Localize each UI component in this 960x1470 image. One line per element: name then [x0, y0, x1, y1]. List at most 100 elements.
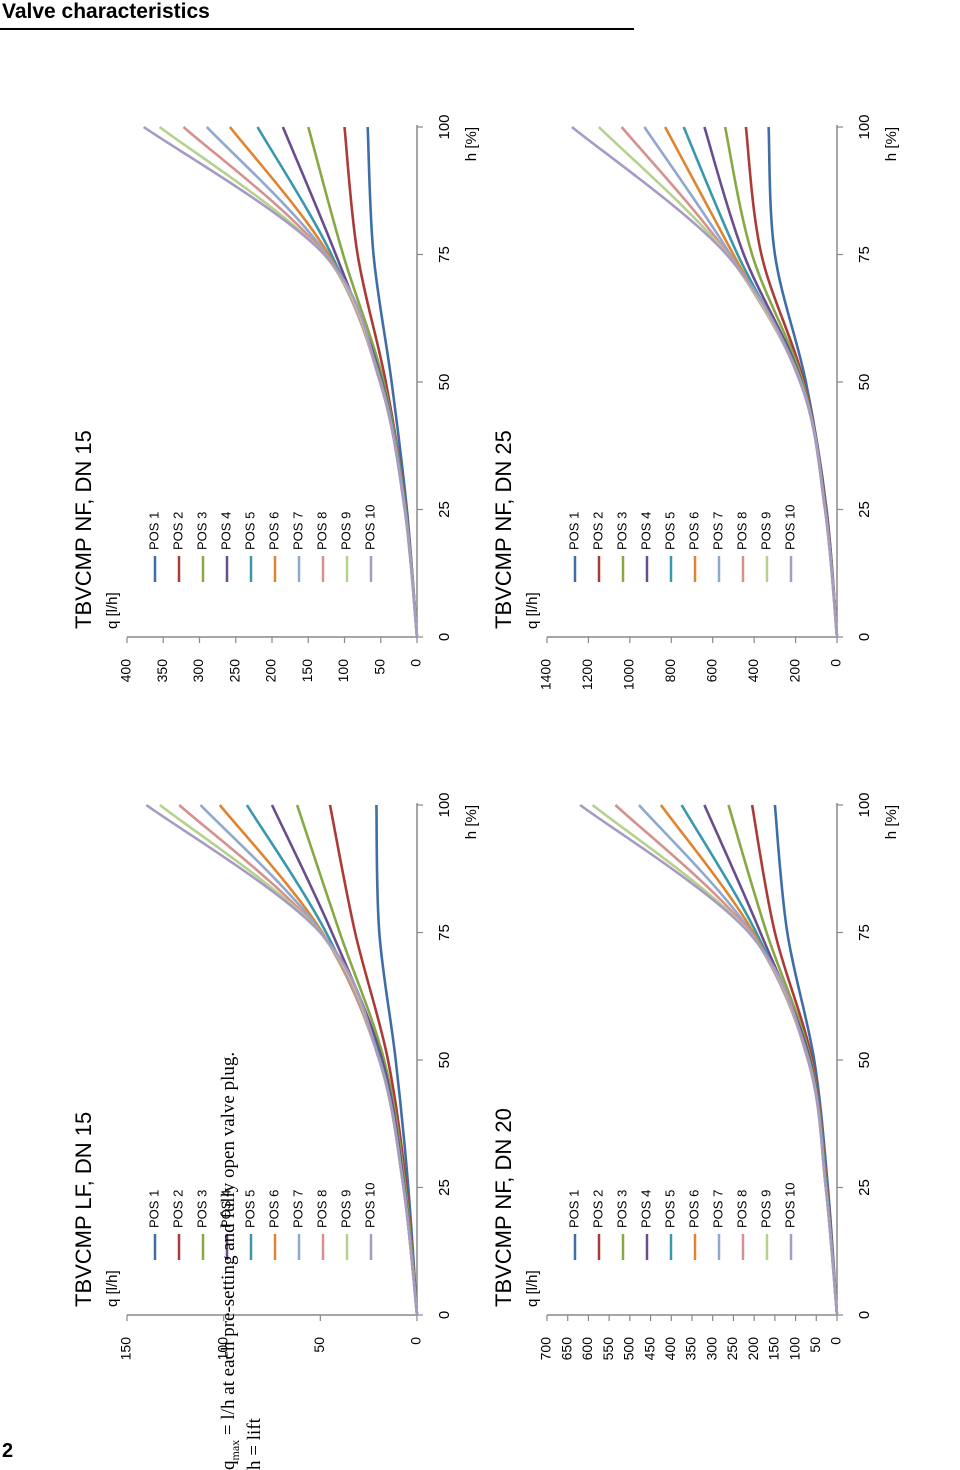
legend-label: POS 2 — [170, 1190, 185, 1228]
footnote-qmax: qmax = l/h at each pre-setting and fully… — [218, 1052, 243, 1470]
y-tick-label: 300 — [190, 659, 206, 683]
page-header-title: Valve characteristics — [2, 0, 210, 23]
x-tick-label: 75 — [856, 246, 873, 263]
y-tick-label: 50 — [807, 1337, 823, 1353]
footnotes: qmax = l/h at each pre-setting and fully… — [210, 1052, 550, 1470]
legend-label: POS 2 — [170, 512, 185, 550]
legend-label: POS 1 — [146, 1190, 161, 1228]
y-tick-label: 350 — [154, 659, 170, 683]
x-tick-label: 100 — [856, 114, 873, 139]
series-line-pos10 — [571, 125, 839, 638]
x-tick-label: 75 — [856, 924, 873, 941]
y-tick-label: 200 — [263, 659, 279, 683]
x-tick-label: 75 — [436, 246, 453, 263]
x-tick-label: 100 — [856, 792, 873, 817]
legend-label: POS 8 — [734, 512, 749, 550]
chart-title: TBVCMP LF, DN 15 — [71, 1112, 96, 1307]
x-axis-label: h [%] — [463, 127, 480, 161]
series-line-pos9 — [591, 803, 839, 1316]
y-tick-label: 50 — [371, 659, 387, 675]
y-tick-label: 400 — [662, 1337, 678, 1361]
legend-label: POS 5 — [242, 512, 257, 550]
legend-label: POS 3 — [194, 512, 209, 550]
y-tick-label: 400 — [745, 659, 761, 683]
legend-label: POS 10 — [362, 1182, 377, 1228]
legend-label: POS 1 — [566, 1190, 581, 1228]
legend-label: POS 3 — [614, 1190, 629, 1228]
x-tick-label: 25 — [856, 1179, 873, 1196]
y-tick-label: 650 — [558, 1337, 574, 1361]
page-number: 2 — [2, 1440, 14, 1462]
legend-label: POS 1 — [146, 512, 161, 550]
series-line-pos6 — [663, 126, 839, 638]
chart-title: TBVCMP NF, DN 25 — [491, 430, 516, 629]
y-tick-label: 0 — [408, 659, 424, 667]
legend-label: POS 5 — [662, 512, 677, 550]
series-line-pos10 — [145, 803, 419, 1316]
y-tick-label: 50 — [311, 1337, 327, 1353]
chart-title: TBVCMP NF, DN 20 — [491, 1108, 516, 1307]
legend-label: POS 1 — [566, 512, 581, 550]
y-tick-label: 300 — [703, 1337, 719, 1361]
x-tick-label: 50 — [436, 1052, 453, 1069]
footnote-qmax-subscript: max — [227, 1439, 242, 1461]
y-axis-label: q [l/h] — [524, 1270, 541, 1307]
chart-2: 0 25 50 75 100 0 50 100 150 200 250 300 350 400 TBVCMP… — [71, 114, 480, 682]
series-line-pos4 — [703, 804, 839, 1316]
x-tick-label: 0 — [436, 633, 453, 641]
legend-label: POS 9 — [338, 1190, 353, 1228]
y-tick-label: 100 — [335, 659, 351, 683]
legend-label: POS 10 — [782, 1182, 797, 1228]
legend-label: POS 10 — [782, 504, 797, 550]
footnote-qmax-text: = l/h at each pre-setting and fully open… — [218, 1051, 239, 1436]
legend-label: POS 5 — [662, 1190, 677, 1228]
x-axis-label: h [%] — [883, 127, 900, 161]
x-tick-label: 50 — [436, 374, 453, 391]
series-line-pos1 — [773, 804, 839, 1316]
y-tick-label: 100 — [786, 1337, 802, 1361]
x-tick-label: 25 — [436, 501, 453, 518]
legend-label: POS 6 — [266, 512, 281, 550]
y-tick-label: 350 — [683, 1337, 699, 1361]
x-tick-label: 50 — [856, 1052, 873, 1069]
x-tick-label: 0 — [856, 1311, 873, 1319]
x-tick-label: 75 — [436, 924, 453, 941]
page-header: Valve characteristics — [0, 0, 634, 30]
y-tick-label: 150 — [118, 1337, 134, 1361]
legend-label: POS 4 — [218, 1190, 233, 1228]
y-tick-label: 550 — [600, 1337, 616, 1361]
legend-label: POS 10 — [362, 504, 377, 550]
y-tick-label: 600 — [579, 1337, 595, 1361]
series-line-pos10 — [142, 125, 419, 638]
series-line-pos3 — [307, 126, 419, 638]
series-line-pos9 — [158, 125, 419, 638]
legend-label: POS 5 — [242, 1190, 257, 1228]
series-line-pos2 — [750, 804, 839, 1316]
y-tick-label: 700 — [538, 1337, 554, 1361]
x-tick-label: 50 — [856, 374, 873, 391]
series-line-pos5 — [256, 126, 419, 638]
legend-label: POS 2 — [590, 1190, 605, 1228]
x-tick-label: 0 — [436, 1311, 453, 1319]
footnote-qmax-symbol: q — [218, 1460, 239, 1470]
chart-4: 02550751000200400600800100012001400TBVCM… — [491, 114, 900, 690]
x-axis-label: h [%] — [883, 805, 900, 839]
y-tick-label: 0 — [828, 1337, 844, 1345]
legend-label: POS 4 — [218, 512, 233, 550]
series-line-pos3 — [727, 804, 839, 1316]
series-line-pos2 — [328, 804, 419, 1316]
y-tick-label: 1400 — [538, 659, 554, 690]
y-tick-label: 600 — [703, 659, 719, 683]
y-tick-label: 0 — [828, 659, 844, 667]
x-axis-label: h [%] — [463, 805, 480, 839]
legend-label: POS 6 — [686, 1190, 701, 1228]
y-tick-label: 150 — [766, 1337, 782, 1361]
legend-label: POS 3 — [614, 512, 629, 550]
legend-label: POS 7 — [710, 512, 725, 550]
y-tick-label: 250 — [226, 659, 242, 683]
legend-label: POS 4 — [638, 1190, 653, 1228]
legend-label: POS 7 — [290, 1190, 305, 1228]
y-tick-label: 400 — [118, 659, 134, 683]
legend-label: POS 9 — [758, 1190, 773, 1228]
